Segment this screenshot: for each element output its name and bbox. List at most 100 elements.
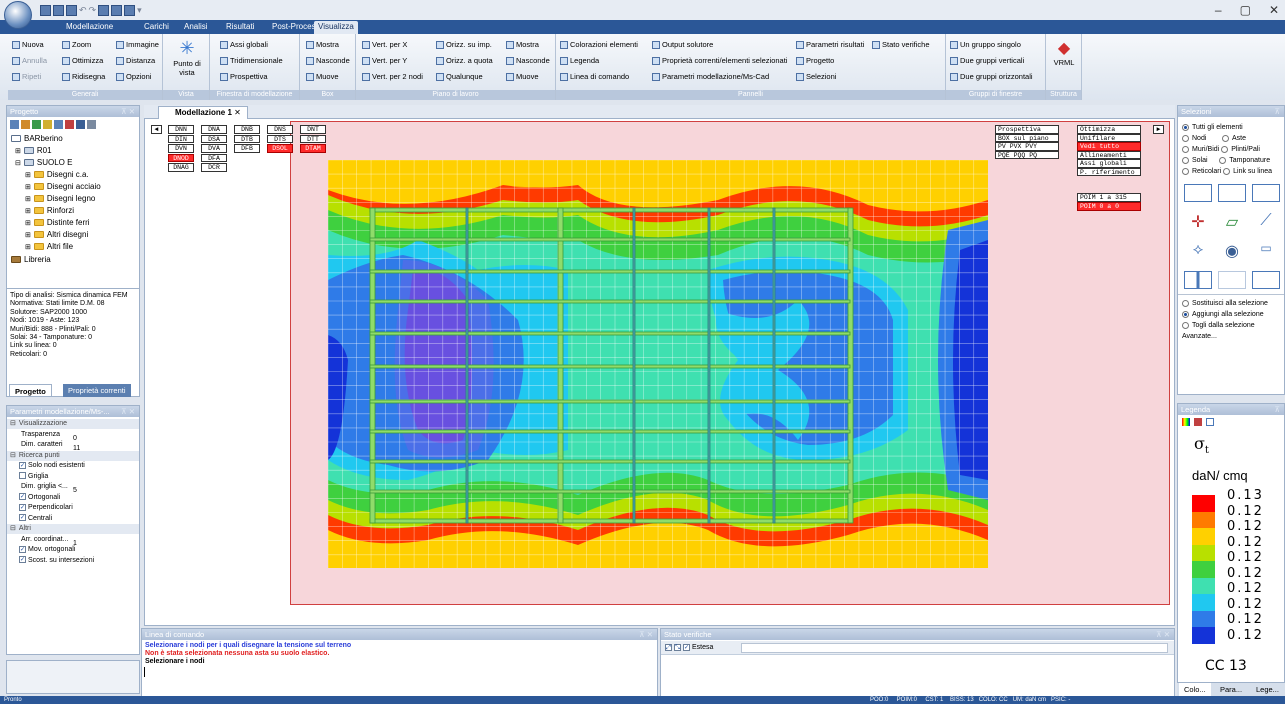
- foundation-beam[interactable]: [369, 364, 851, 369]
- vert-per-x-button[interactable]: Vert. per X: [362, 40, 407, 49]
- toolbar-icon[interactable]: [54, 120, 63, 129]
- panel-pin-icon[interactable]: ⊼: [1274, 405, 1281, 414]
- property-row[interactable]: ✓ Scost. su intersezioni: [19, 556, 95, 564]
- toolbar-icon[interactable]: [43, 120, 52, 129]
- toolbar-icon[interactable]: [65, 120, 74, 129]
- property-checkbox[interactable]: ✓: [19, 514, 26, 522]
- tab-analisi[interactable]: Analisi: [184, 22, 208, 31]
- assi-globali-button[interactable]: Assi globali: [220, 40, 268, 49]
- radio-sostituisci[interactable]: Sostituisci alla selezione: [1182, 298, 1268, 309]
- view-toggle-button[interactable]: DIN: [168, 134, 194, 143]
- ridisegna-button[interactable]: Ridisegna: [62, 72, 105, 81]
- un-gruppo-singolo-button[interactable]: Un gruppo singolo: [950, 40, 1021, 49]
- verification-select[interactable]: [741, 643, 1168, 653]
- foundation-beam[interactable]: [632, 207, 636, 524]
- property-row[interactable]: Trasparenza0: [21, 430, 77, 442]
- view-option-button[interactable]: P. riferimento: [1077, 167, 1141, 176]
- legend-export-icon[interactable]: [1206, 418, 1214, 426]
- property-checkbox[interactable]: ✓: [19, 461, 26, 469]
- new-icon[interactable]: [40, 4, 51, 16]
- select-plane-icon[interactable]: ▱: [1225, 213, 1239, 231]
- property-row[interactable]: ✓ Mov. ortogonali: [19, 545, 76, 553]
- prospettiva-button[interactable]: Prospettiva: [220, 72, 268, 81]
- radio-togli[interactable]: Togli dalla selezione: [1182, 320, 1268, 331]
- radio-link-su-linea[interactable]: Link su linea: [1223, 167, 1272, 175]
- punto-di-vista-button[interactable]: ✳ Punto di vista: [169, 38, 205, 77]
- box-nasconde-button[interactable]: Nasconde: [306, 56, 350, 65]
- panel-close-icon[interactable]: ⊼ ✕: [639, 630, 653, 639]
- orizz-su-imp-button[interactable]: Orizz. su imp.: [436, 40, 492, 49]
- foundation-beam[interactable]: [465, 207, 469, 524]
- colorazioni-elementi-button[interactable]: Colorazioni elementi: [560, 40, 638, 49]
- select-window-icon[interactable]: [1218, 184, 1246, 202]
- property-row[interactable]: Dim. griglia <...5: [21, 483, 77, 494]
- tree-item-disegni-acciaio[interactable]: ⊞ Disegni acciaio: [25, 182, 101, 191]
- stress-contour-plot[interactable]: [328, 160, 988, 568]
- opzioni-button[interactable]: Opzioni: [116, 72, 151, 81]
- property-row[interactable]: ✓ Centrali: [19, 514, 53, 522]
- toolbar-icon[interactable]: [10, 120, 19, 129]
- print-icon[interactable]: [124, 4, 136, 16]
- property-checkbox[interactable]: ✓: [19, 556, 26, 564]
- maximize-button[interactable]: ▢: [1239, 3, 1251, 17]
- toolbar-icon[interactable]: [87, 120, 96, 129]
- radio-tutti-gli-elementi[interactable]: Tutti gli elementi: [1182, 122, 1272, 133]
- view-toggle-button[interactable]: DFB: [234, 144, 260, 153]
- view-option-button[interactable]: POIM 1 a 315: [1077, 193, 1141, 202]
- tab-progetto[interactable]: Progetto: [9, 384, 52, 397]
- property-checkbox[interactable]: ✓: [19, 503, 26, 511]
- view-option-button[interactable]: Prospettiva: [995, 125, 1059, 134]
- select-all-icon[interactable]: ▭: [1260, 241, 1272, 255]
- property-checkbox[interactable]: ✓: [19, 493, 26, 501]
- view-toggle-button[interactable]: DSA: [201, 134, 227, 143]
- tab-proprieta-correnti[interactable]: Proprietà correnti: [63, 384, 131, 397]
- parametri-risultati-button[interactable]: Parametri risultati: [796, 40, 864, 49]
- tree-item-disegni-ca[interactable]: ⊞ Disegni c.a.: [25, 170, 89, 179]
- expand-right-icon[interactable]: ►: [1153, 125, 1164, 134]
- radio-aste[interactable]: Aste: [1221, 134, 1246, 142]
- property-row[interactable]: ✓ Ortogonali: [19, 493, 61, 501]
- foundation-beam[interactable]: [369, 207, 851, 213]
- due-gruppi-verticali-button[interactable]: Due gruppi verticali: [950, 56, 1024, 65]
- annulla-button[interactable]: Annulla: [12, 56, 47, 65]
- progetto-panel-button[interactable]: Progetto: [796, 56, 834, 65]
- select-level-icon[interactable]: ⟋: [1260, 211, 1272, 229]
- panel-close-icon[interactable]: ⊼ ✕: [121, 407, 135, 416]
- view-option-button[interactable]: Vedi tutto: [1077, 142, 1141, 151]
- view-option-button[interactable]: Ottimizza: [1077, 125, 1141, 134]
- collapse-icon[interactable]: ⤡: [674, 643, 681, 651]
- ottimizza-button[interactable]: Ottimizza: [62, 56, 103, 65]
- select-node-icon[interactable]: ✛: [1191, 213, 1205, 231]
- tree-item-altri-file[interactable]: ⊞ Altri file: [25, 242, 74, 251]
- stato-verifiche-button[interactable]: Stato verifiche: [872, 40, 930, 49]
- view-option-button[interactable]: PV PVX PVY: [995, 142, 1059, 151]
- legend-options-icon[interactable]: [1194, 418, 1202, 426]
- radio-plinti-pali[interactable]: Plinti/Pali: [1221, 145, 1260, 153]
- immagine-button[interactable]: Immagine: [116, 40, 159, 49]
- view-toggle-button[interactable]: DNOD: [168, 153, 194, 162]
- view-toggle-button[interactable]: DCR: [201, 163, 227, 172]
- legenda-button[interactable]: Legenda: [560, 56, 599, 65]
- radio-tamponature[interactable]: Tamponature: [1219, 156, 1270, 164]
- property-row[interactable]: Arr. coordinat...1: [21, 535, 77, 547]
- tab-parametri[interactable]: Para...: [1220, 685, 1243, 694]
- qat-dropdown-icon[interactable]: ▾: [137, 4, 142, 15]
- tree-item-r01[interactable]: ⊞ R01: [15, 146, 52, 155]
- toolbar-icon[interactable]: [21, 120, 30, 129]
- foundation-beam[interactable]: [369, 489, 851, 494]
- box-muove-button[interactable]: Muove: [306, 72, 339, 81]
- vrml-button[interactable]: ◆ VRML: [1050, 38, 1078, 67]
- zoom-button[interactable]: Zoom: [62, 40, 91, 49]
- foundation-beam[interactable]: [707, 207, 711, 524]
- piano-nasconde-button[interactable]: Nasconde: [506, 56, 550, 65]
- minimize-button[interactable]: –: [1214, 3, 1222, 17]
- tree-item-barberino[interactable]: BARberino: [11, 134, 63, 143]
- foundation-beam[interactable]: [369, 299, 851, 304]
- open-icon[interactable]: [53, 4, 64, 16]
- application-menu-button[interactable]: [4, 1, 32, 29]
- close-tab-icon[interactable]: ✕: [234, 108, 241, 117]
- radio-reticolari[interactable]: Reticolari: [1182, 167, 1221, 175]
- property-row[interactable]: Dim. caratteri11: [21, 441, 81, 452]
- tab-legenda[interactable]: Lege...: [1256, 685, 1279, 694]
- palette-icon[interactable]: [1182, 418, 1190, 426]
